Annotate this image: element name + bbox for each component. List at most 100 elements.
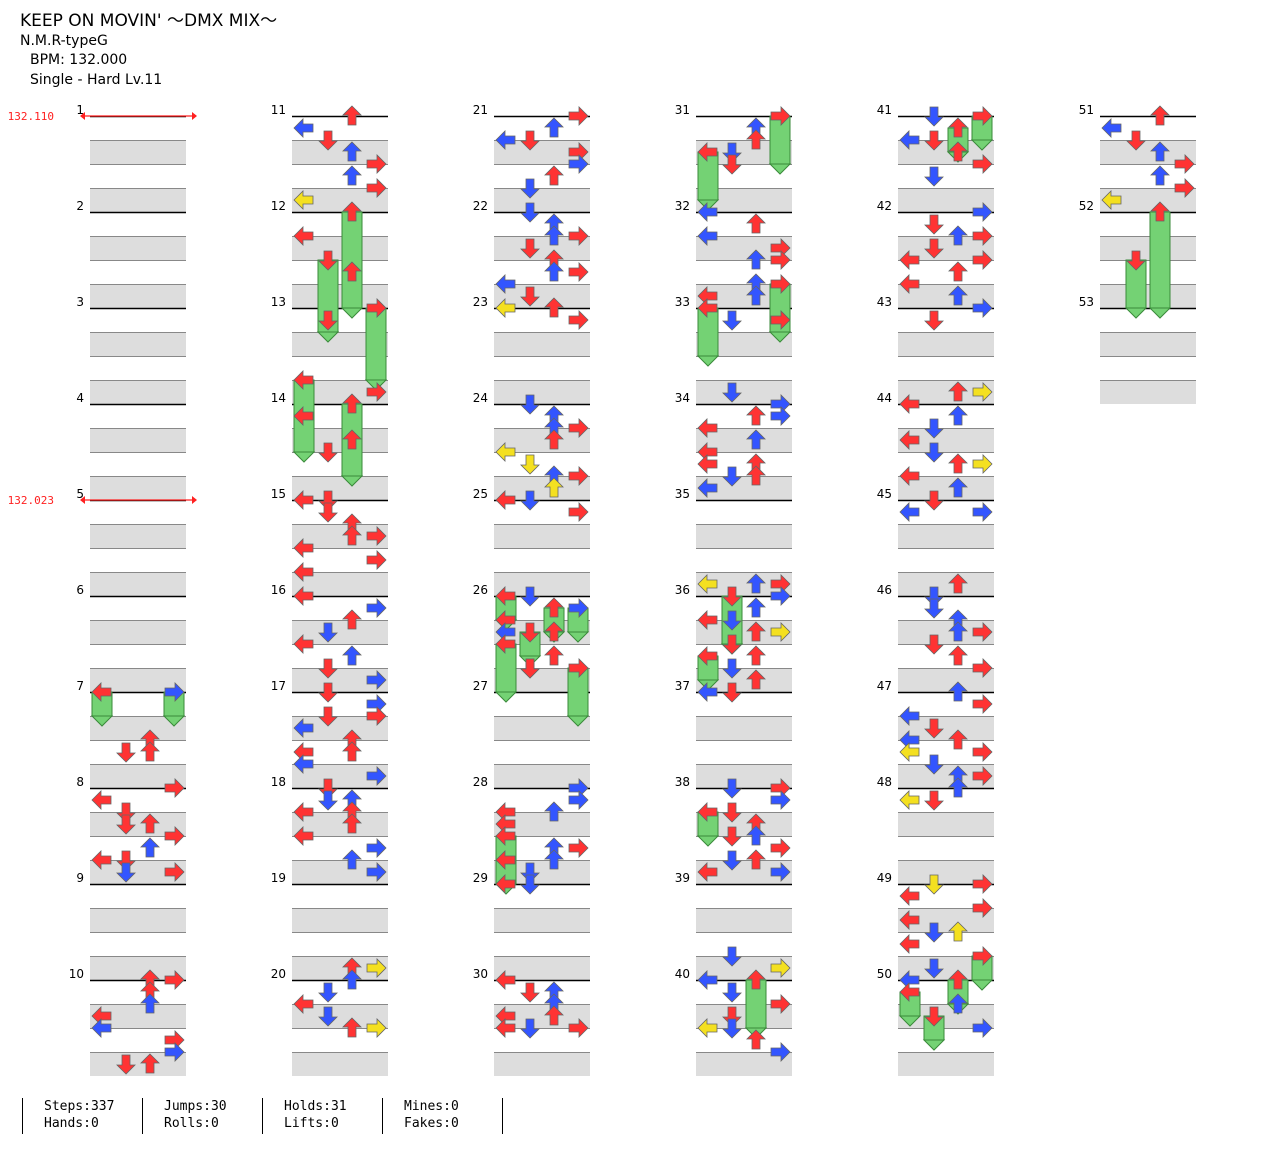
up-arrow (342, 261, 362, 282)
down-arrow (722, 778, 742, 799)
left-arrow (697, 682, 718, 702)
up-arrow (342, 969, 362, 990)
right-arrow (366, 178, 387, 198)
beat-band (90, 524, 186, 548)
down-arrow (318, 310, 338, 331)
up-arrow (544, 429, 564, 450)
steps-count: Steps:337 (44, 1099, 115, 1114)
hold-tail (162, 715, 186, 727)
bpm-change-label: 132.023 (8, 494, 54, 507)
up-arrow (342, 813, 362, 834)
down-arrow (924, 1006, 944, 1027)
right-arrow (366, 1018, 387, 1038)
down-arrow (924, 442, 944, 463)
beat-band (494, 740, 590, 764)
hold-tail (970, 139, 994, 151)
left-arrow (697, 862, 718, 882)
beat-band (898, 548, 994, 572)
beat-band (1100, 356, 1196, 380)
down-arrow (722, 610, 742, 631)
beat-band (90, 308, 186, 332)
beat-band (90, 908, 186, 932)
left-arrow (495, 442, 516, 462)
stats-divider (22, 1098, 23, 1134)
down-arrow (520, 130, 540, 151)
up-arrow (948, 645, 968, 666)
beat-band (90, 164, 186, 188)
down-arrow (318, 622, 338, 643)
hold-tail (696, 199, 720, 211)
measure-number: 2 (76, 199, 84, 213)
up-arrow (544, 849, 564, 870)
right-arrow (366, 526, 387, 546)
left-arrow (293, 754, 314, 774)
measure-number: 48 (877, 775, 892, 789)
up-arrow (948, 285, 968, 306)
up-arrow (544, 621, 564, 642)
hold-body (697, 307, 719, 357)
left-arrow (1101, 118, 1122, 138)
right-arrow (770, 838, 791, 858)
measure-number: 47 (877, 679, 892, 693)
measure-number: 31 (675, 103, 690, 117)
down-arrow (318, 706, 338, 727)
beat-band (1100, 284, 1196, 308)
left-arrow (899, 706, 920, 726)
beat-band (90, 236, 186, 260)
right-arrow (972, 250, 993, 270)
measure-number: 18 (271, 775, 286, 789)
right-arrow (972, 202, 993, 222)
left-arrow (697, 454, 718, 474)
up-arrow (746, 669, 766, 690)
rolls-count: Rolls:0 (164, 1116, 219, 1131)
up-arrow (140, 837, 160, 858)
beat-band (696, 716, 792, 740)
up-arrow (746, 645, 766, 666)
song-artist: N.M.R-typeG (20, 33, 108, 49)
measure-number: 34 (675, 391, 690, 405)
down-arrow (520, 874, 540, 895)
right-arrow (972, 622, 993, 642)
right-arrow (972, 742, 993, 762)
left-arrow (293, 490, 314, 510)
right-arrow (164, 778, 185, 798)
measure-number: 8 (76, 775, 84, 789)
measure-number: 15 (271, 487, 286, 501)
measure-number: 13 (271, 295, 286, 309)
down-arrow (318, 1006, 338, 1027)
up-arrow (948, 141, 968, 162)
down-arrow (924, 598, 944, 619)
measure-number: 23 (473, 295, 488, 309)
right-arrow (972, 226, 993, 246)
up-arrow (948, 477, 968, 498)
up-arrow (948, 117, 968, 138)
up-arrow (948, 969, 968, 990)
right-arrow (568, 154, 589, 174)
right-arrow (366, 706, 387, 726)
measure-number: 32 (675, 199, 690, 213)
stats-divider (262, 1098, 263, 1134)
measure-number: 42 (877, 199, 892, 213)
measure-number: 50 (877, 967, 892, 981)
left-arrow (697, 202, 718, 222)
up-arrow (544, 477, 564, 498)
beat-band (90, 116, 186, 140)
down-arrow (924, 586, 944, 607)
left-arrow (293, 994, 314, 1014)
beat-band (696, 932, 792, 956)
right-arrow (972, 898, 993, 918)
measure-number: 14 (271, 391, 286, 405)
step-chart: 1234567891011121314151617181920212223242… (8, 103, 1196, 1076)
beat-band (90, 476, 186, 500)
down-arrow (924, 310, 944, 331)
left-arrow (495, 1018, 516, 1038)
up-arrow (544, 801, 564, 822)
beat-band (90, 572, 186, 596)
hold-body (769, 283, 791, 333)
beat-band (90, 404, 186, 428)
up-arrow (746, 465, 766, 486)
up-arrow (1150, 165, 1170, 186)
stats-col-jumps: Jumps:30 Rolls:0 (164, 1098, 227, 1132)
measure-number: 20 (271, 967, 286, 981)
up-arrow (948, 405, 968, 426)
